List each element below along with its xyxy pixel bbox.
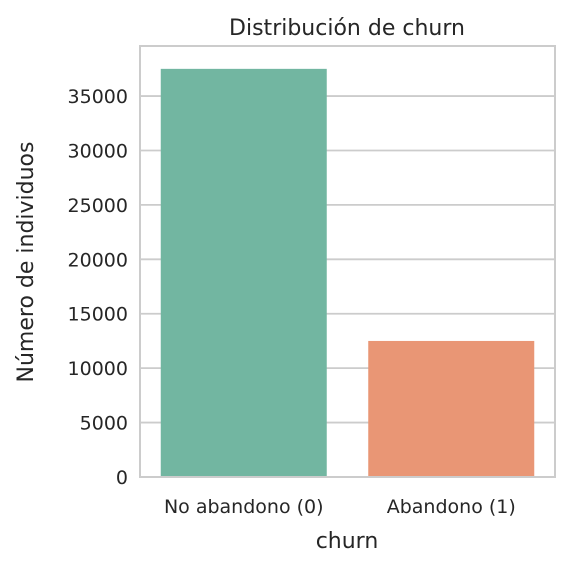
chart-title: Distribución de churn bbox=[229, 16, 465, 41]
y-tick-labels: 0 5000 10000 15000 20000 25000 30000 35000 bbox=[68, 86, 128, 489]
y-tick-label-6: 30000 bbox=[68, 140, 128, 162]
bar-0 bbox=[160, 68, 327, 477]
x-tick-labels: No abandono (0) Abandono (1) bbox=[164, 496, 516, 518]
y-tick-label-7: 35000 bbox=[68, 86, 128, 108]
bar-1 bbox=[368, 340, 535, 477]
y-tick-label-4: 20000 bbox=[68, 249, 128, 271]
x-tick-label-1: Abandono (1) bbox=[387, 496, 516, 518]
plot-frame bbox=[139, 45, 556, 478]
x-tick-label-0: No abandono (0) bbox=[164, 496, 324, 518]
y-tick-label-3: 15000 bbox=[68, 304, 128, 326]
bars bbox=[160, 68, 535, 477]
y-tick-label-2: 10000 bbox=[68, 358, 128, 380]
x-axis-label: churn bbox=[316, 529, 379, 554]
y-tick-label-0: 0 bbox=[116, 467, 128, 489]
y-tick-label-1: 5000 bbox=[80, 413, 128, 435]
y-tick-label-5: 25000 bbox=[68, 195, 128, 217]
y-axis-label: Número de individuos bbox=[14, 142, 39, 383]
